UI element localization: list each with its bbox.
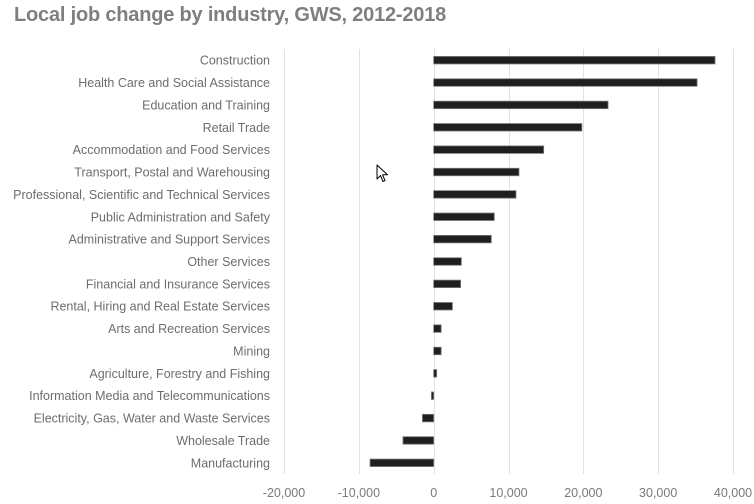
category-label: Mining — [233, 344, 270, 358]
category-label: Financial and Insurance Services — [86, 277, 270, 291]
category-label: Professional, Scientific and Technical S… — [13, 188, 270, 202]
bar — [402, 436, 435, 445]
category-label: Health Care and Social Assistance — [78, 76, 270, 90]
bar — [433, 167, 520, 177]
category-label: Wholesale Trade — [176, 434, 270, 448]
bar — [422, 413, 435, 423]
bar — [433, 190, 517, 199]
bar — [433, 346, 442, 356]
x-tick-label: 10,000 — [489, 486, 527, 500]
bar — [433, 212, 495, 221]
category-label: Transport, Postal and Warehousing — [74, 166, 270, 180]
category-label: Administrative and Support Services — [69, 233, 270, 247]
bar — [433, 78, 698, 87]
category-label: Rental, Hiring and Real Estate Services — [50, 300, 270, 314]
chart-title: Local job change by industry, GWS, 2012-… — [14, 4, 447, 26]
bar — [433, 302, 453, 311]
category-label: Manufacturing — [191, 456, 270, 470]
bar — [433, 100, 609, 110]
gridlines — [284, 49, 734, 474]
x-tick-label: 20,000 — [564, 486, 602, 500]
bar — [431, 391, 435, 400]
category-label: Arts and Recreation Services — [108, 322, 270, 336]
category-label: Other Services — [187, 255, 270, 269]
x-tick-label: 40,000 — [714, 486, 752, 500]
x-tick-label: 0 — [430, 486, 437, 500]
x-tick-label: 30,000 — [639, 486, 677, 500]
category-label: Retail Trade — [203, 121, 270, 135]
x-tick-label: -10,000 — [338, 486, 380, 500]
x-tick-label: -20,000 — [263, 486, 305, 500]
category-labels: Construction Health Care and Social Assis… — [13, 54, 271, 471]
x-tick-labels: -20,000 -10,000 0 10,000 20,000 30,000 40,000 — [263, 486, 752, 500]
category-label: Electricity, Gas, Water and Waste Servic… — [34, 412, 270, 426]
category-label: Construction — [200, 54, 270, 68]
bar — [433, 234, 492, 244]
bars — [369, 56, 716, 467]
category-label: Education and Training — [142, 98, 270, 112]
bar — [369, 458, 435, 467]
bar — [433, 123, 583, 132]
bar — [433, 324, 442, 333]
category-label: Information Media and Telecommunications — [29, 389, 270, 403]
bar — [433, 369, 438, 378]
category-label: Public Administration and Safety — [91, 210, 271, 224]
category-label: Accommodation and Food Services — [73, 143, 270, 157]
bar — [433, 145, 545, 154]
bar — [433, 257, 462, 266]
category-label: Agriculture, Forestry and Fishing — [89, 367, 270, 381]
mouse-pointer-icon — [376, 164, 388, 182]
bar — [433, 279, 462, 289]
bar — [433, 56, 716, 65]
